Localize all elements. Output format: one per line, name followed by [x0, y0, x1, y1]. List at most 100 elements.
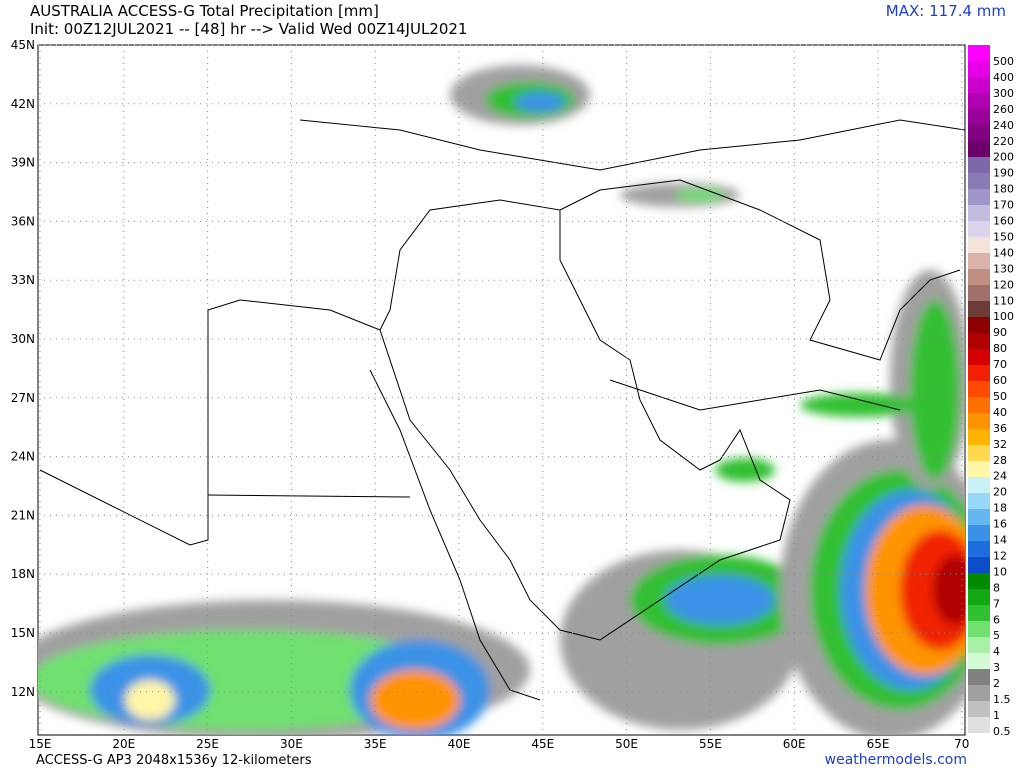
colorbar-cell [968, 125, 990, 141]
lon-label: 70 [954, 737, 969, 751]
colorbar-cell [968, 653, 990, 669]
colorbar-label: 180 [993, 183, 1014, 196]
colorbar-cell [968, 461, 990, 477]
colorbar-label: 24 [993, 470, 1007, 483]
lat-label: 39N [11, 156, 35, 170]
colorbar-cell [968, 317, 990, 333]
colorbar-cell [968, 557, 990, 573]
colorbar-cell [968, 61, 990, 77]
subtitle: Init: 00Z12JUL2021 -- [48] hr --> Valid … [30, 20, 467, 38]
colorbar-cell [968, 493, 990, 509]
colorbar-label: 200 [993, 151, 1014, 164]
colorbar-cell [968, 301, 990, 317]
lat-label: 24N [11, 450, 35, 464]
site-credit: weathermodels.com [825, 752, 967, 768]
colorbar-label: 6 [993, 613, 1000, 626]
colorbar-label: 0.5 [993, 725, 1011, 738]
colorbar-label: 4 [993, 645, 1000, 658]
lon-label: 55E [699, 737, 722, 751]
colorbar-label: 3 [993, 661, 1000, 674]
colorbar-cell [968, 285, 990, 301]
colorbar-cell [968, 445, 990, 461]
colorbar-cell [968, 429, 990, 445]
colorbar-label: 240 [993, 119, 1014, 132]
lon-label: 15E [29, 737, 52, 751]
lon-label: 20E [112, 737, 135, 751]
lon-label: 25E [196, 737, 219, 751]
colorbar-label: 12 [993, 549, 1007, 562]
colorbar-label: 18 [993, 502, 1007, 515]
model-info: ACCESS-G AP3 2048x1536y 12-kilometers [36, 753, 312, 768]
max-value: MAX: 117.4 mm [886, 2, 1006, 20]
colorbar-label: 190 [993, 167, 1014, 180]
lat-label: 27N [11, 391, 35, 405]
colorbar-cell [968, 93, 990, 109]
colorbar-cell [968, 141, 990, 157]
colorbar-cell [968, 109, 990, 125]
colorbar-cell [968, 173, 990, 189]
colorbar-cell [968, 205, 990, 221]
colorbar-cell [968, 221, 990, 237]
colorbar-label: 1 [993, 709, 1000, 722]
colorbar-label: 150 [993, 230, 1014, 243]
colorbar-cell [968, 525, 990, 541]
colorbar-label: 2 [993, 677, 1000, 690]
colorbar-cell [968, 669, 990, 685]
colorbar-cell [968, 349, 990, 365]
colorbar-label: 20 [993, 486, 1007, 499]
colorbar-cell [968, 45, 990, 61]
colorbar-label: 120 [993, 278, 1014, 291]
colorbar-cell [968, 77, 990, 93]
colorbar-cell [968, 605, 990, 621]
colorbar-label: 60 [993, 374, 1007, 387]
colorbar-cell [968, 477, 990, 493]
lon-label: 50E [615, 737, 638, 751]
colorbar-label: 28 [993, 454, 1007, 467]
colorbar: 5004003002602402202001901801701601501401… [968, 45, 1014, 738]
lat-label: 42N [11, 97, 35, 111]
lat-label: 21N [11, 508, 35, 522]
colorbar-cell [968, 717, 990, 733]
colorbar-label: 100 [993, 310, 1014, 323]
colorbar-label: 16 [993, 518, 1007, 531]
colorbar-label: 5 [993, 629, 1000, 642]
colorbar-label: 1.5 [993, 693, 1011, 706]
colorbar-cell [968, 573, 990, 589]
lon-label: 60E [783, 737, 806, 751]
colorbar-label: 260 [993, 103, 1014, 116]
colorbar-cell [968, 253, 990, 269]
colorbar-cell [968, 381, 990, 397]
precip-layer [38, 65, 965, 735]
colorbar-cell [968, 701, 990, 717]
lon-label: 30E [280, 737, 303, 751]
colorbar-cell [968, 509, 990, 525]
colorbar-cell [968, 685, 990, 701]
graticule: 45N 42N 39N 36N 33N 30N 27N 24N 21N 18N 15N 12N 15E 2… [11, 38, 970, 751]
lat-label: 12N [11, 685, 35, 699]
lat-label: 33N [11, 273, 35, 287]
colorbar-label: 140 [993, 246, 1014, 259]
colorbar-label: 7 [993, 597, 1000, 610]
colorbar-cell [968, 237, 990, 253]
colorbar-cell [968, 333, 990, 349]
colorbar-cell [968, 621, 990, 637]
lat-label: 36N [11, 214, 35, 228]
colorbar-label: 40 [993, 406, 1007, 419]
colorbar-cell [968, 189, 990, 205]
colorbar-label: 8 [993, 581, 1000, 594]
colorbar-cell [968, 157, 990, 173]
colorbar-label: 32 [993, 438, 1007, 451]
colorbar-label: 110 [993, 294, 1014, 307]
title: AUSTRALIA ACCESS-G Total Precipitation [… [30, 2, 379, 20]
colorbar-label: 170 [993, 199, 1014, 212]
colorbar-label: 70 [993, 358, 1007, 371]
colorbar-cell [968, 589, 990, 605]
colorbar-cell [968, 637, 990, 653]
colorbar-label: 160 [993, 215, 1014, 228]
colorbar-label: 36 [993, 422, 1007, 435]
lon-label: 45E [531, 737, 554, 751]
lat-label: 30N [11, 332, 35, 346]
lon-label: 40E [448, 737, 471, 751]
colorbar-label: 14 [993, 534, 1007, 547]
